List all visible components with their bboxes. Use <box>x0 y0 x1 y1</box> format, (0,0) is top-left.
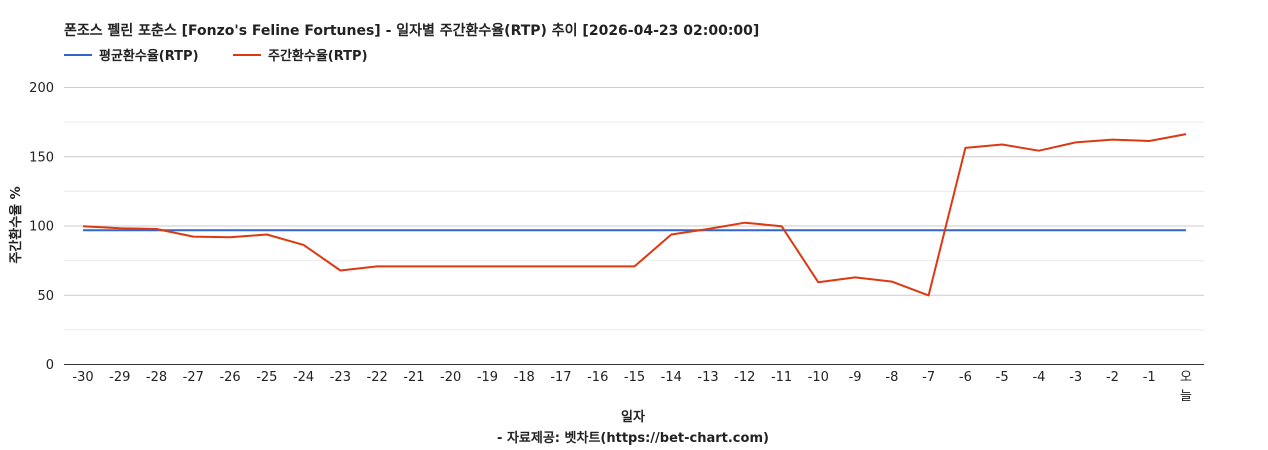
x-tick-label: -2 <box>1106 370 1119 385</box>
x-tick-label: -23 <box>330 370 351 385</box>
y-tick-label: 150 <box>29 150 54 165</box>
x-tick-label: -21 <box>403 370 424 385</box>
x-tick-label: -28 <box>146 370 167 385</box>
y-axis-title: 주간환수율 % <box>8 186 24 263</box>
x-tick-label: -13 <box>697 370 718 385</box>
x-tick-label: -12 <box>734 370 755 385</box>
y-tick-label: 50 <box>37 289 54 304</box>
x-tick-label: -15 <box>624 370 645 385</box>
x-tick-label: -22 <box>367 370 388 385</box>
x-tick-label: -4 <box>1032 370 1045 385</box>
x-axis-ticks: -30 -29 -28 -27 -26 -25 -24 -23 -22 -21 -20 -19 -18-… <box>72 370 1192 404</box>
x-tick-label: -1 <box>1143 370 1156 385</box>
x-tick-label: -26 <box>219 370 240 385</box>
x-tick-label: -16 <box>587 370 608 385</box>
x-axis-title: 일자 <box>621 410 645 425</box>
legend: 평균환수율(RTP) 주간환수율(RTP) <box>64 48 368 64</box>
x-tick-label: -6 <box>959 370 972 385</box>
x-tick-label: -29 <box>109 370 130 385</box>
x-tick-label: -11 <box>771 370 792 385</box>
x-tick-label: -19 <box>477 370 498 385</box>
chart-title: 폰조스 펠린 포춘스 [Fonzo's Feline Fortunes] - 일… <box>64 22 759 39</box>
x-tick-label: -7 <box>922 370 935 385</box>
y-tick-label: 100 <box>29 220 54 235</box>
legend-label-weekly: 주간환수율(RTP) <box>268 48 368 64</box>
x-tick-label: -25 <box>256 370 277 385</box>
x-tick-label: -5 <box>996 370 1009 385</box>
x-tick-label: -30 <box>72 370 93 385</box>
series-line-weekly-rtp <box>82 133 1187 297</box>
gridlines <box>64 87 1204 331</box>
x-tick-label: -14 <box>661 370 682 385</box>
series-lines <box>82 133 1187 297</box>
x-tick-label: -10 <box>808 370 829 385</box>
x-tick-label: -3 <box>1069 370 1082 385</box>
x-tick-label: -8 <box>885 370 898 385</box>
x-tick-label: -20 <box>440 370 461 385</box>
x-tick-label: -18 <box>514 370 535 385</box>
x-tick-label: -17 <box>550 370 571 385</box>
x-tick-label: -24 <box>293 370 314 385</box>
x-tick-label: -9 <box>849 370 862 385</box>
y-tick-label: 200 <box>29 81 54 96</box>
y-axis-ticks: 0 50 100 150 200 <box>29 81 54 373</box>
source-credit: - 자료제공: 벳차트(https://bet-chart.com) <box>497 430 769 446</box>
y-tick-label: 0 <box>46 358 54 373</box>
legend-label-average: 평균환수율(RTP) <box>99 48 199 64</box>
x-tick-label: -27 <box>183 370 204 385</box>
